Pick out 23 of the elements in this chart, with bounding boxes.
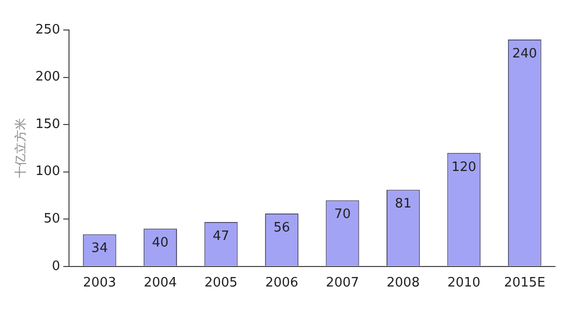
y-tick-label: 50 xyxy=(44,211,60,226)
data-label: 120 xyxy=(452,160,476,175)
data-label: 70 xyxy=(334,207,351,222)
x-tick-label: 2010 xyxy=(447,276,480,291)
data-label: 240 xyxy=(512,46,538,62)
data-label: 47 xyxy=(212,228,230,244)
y-tick-label: 0 xyxy=(52,258,60,274)
x-tick-label: 2006 xyxy=(265,276,298,291)
y-tick-label: 250 xyxy=(35,22,60,38)
x-tick-label: 2008 xyxy=(386,276,420,291)
data-label: 40 xyxy=(152,235,169,250)
y-tick-label: 200 xyxy=(35,70,60,85)
x-tick-label: 2005 xyxy=(204,276,238,291)
x-tick-label: 2004 xyxy=(144,276,177,291)
x-tick-label: 2007 xyxy=(326,276,360,291)
y-axis-title: 十亿立方米 xyxy=(13,118,28,178)
y-tick-label: 150 xyxy=(35,116,60,132)
y-tick-label: 100 xyxy=(35,164,60,180)
data-label: 56 xyxy=(273,220,290,236)
x-tick-label: 2003 xyxy=(83,276,116,291)
data-label: 81 xyxy=(394,196,412,212)
x-tick-label: 2015E xyxy=(504,276,546,291)
data-label: 34 xyxy=(91,241,108,256)
